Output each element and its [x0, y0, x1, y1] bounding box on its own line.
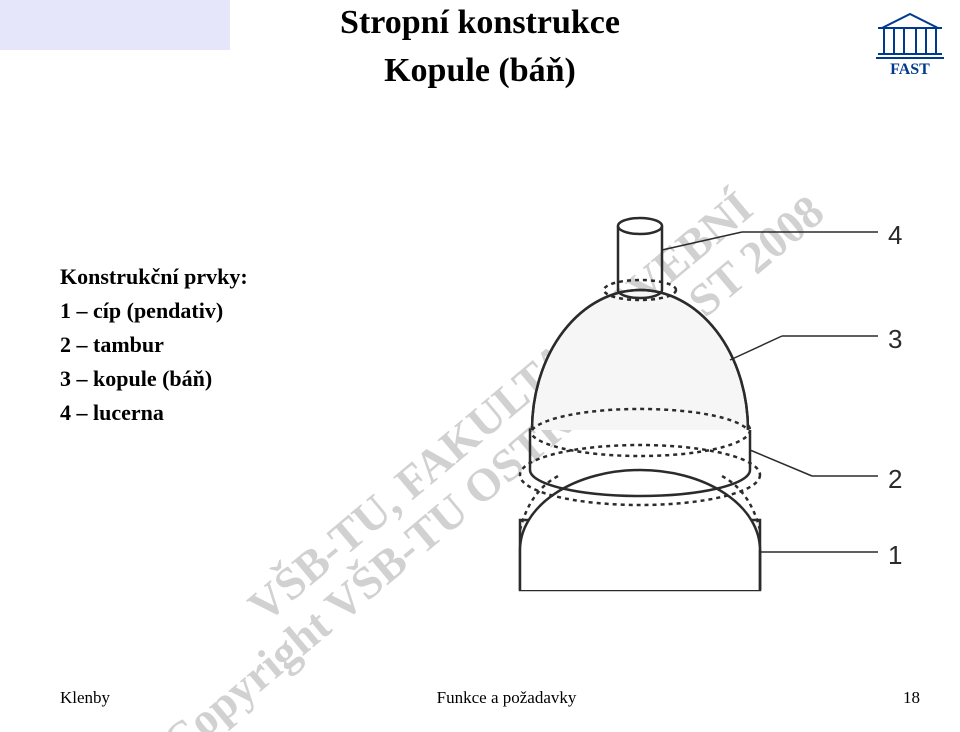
- legend-label: kopule (báň): [93, 366, 212, 391]
- page-subtitle: Kopule (báň): [0, 52, 960, 90]
- legend-item: 1 – cíp (pendativ): [60, 294, 248, 328]
- legend-item: 2 – tambur: [60, 328, 248, 362]
- legend-num: 4: [60, 400, 71, 425]
- callout-num: 2: [888, 464, 902, 494]
- legend-item: 4 – lucerna: [60, 396, 248, 430]
- logo-text: FAST: [890, 61, 930, 78]
- legend-label: cíp (pendativ): [93, 298, 223, 323]
- legend-label: tambur: [93, 332, 164, 357]
- footer-center: Funkce a požadavky: [437, 688, 577, 708]
- footer: Klenby Funkce a požadavky 18: [60, 688, 920, 708]
- callout-num: 3: [888, 324, 902, 354]
- legend: Konstrukční prvky: 1 – cíp (pendativ) 2 …: [60, 260, 248, 430]
- legend-label: lucerna: [93, 400, 164, 425]
- page-title: Stropní konstrukce: [0, 4, 960, 42]
- fast-logo: FAST: [874, 6, 946, 78]
- legend-heading: Konstrukční prvky:: [60, 260, 248, 294]
- dome-diagram: 1 2 3 4: [440, 130, 920, 630]
- legend-num: 2: [60, 332, 71, 357]
- legend-num: 3: [60, 366, 71, 391]
- legend-num: 1: [60, 298, 71, 323]
- footer-right: 18: [903, 688, 920, 708]
- callout-num: 1: [888, 540, 902, 570]
- legend-item: 3 – kopule (báň): [60, 362, 248, 396]
- callout-num: 4: [888, 220, 902, 250]
- footer-left: Klenby: [60, 688, 110, 708]
